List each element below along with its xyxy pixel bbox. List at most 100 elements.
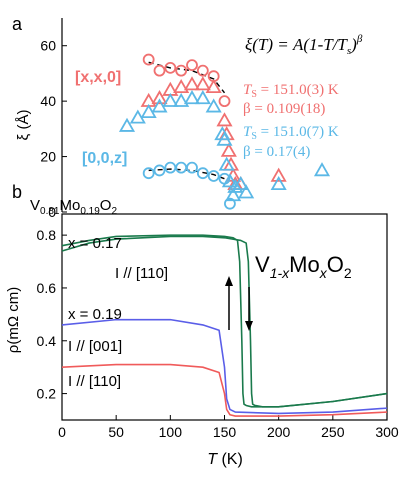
data-point-triangle xyxy=(173,92,190,107)
data-point-triangle xyxy=(173,78,190,94)
data-point-triangle xyxy=(140,103,157,119)
data-point-triangle xyxy=(232,175,249,191)
data-point-circle xyxy=(218,172,231,185)
panel-a-ylabel: ξ (Å) xyxy=(15,110,32,141)
data-point-triangle xyxy=(313,162,331,177)
formula: ξ(T) = A(1-T/Ts)β xyxy=(245,33,363,57)
ts-00z: TS = 151.0(7) K xyxy=(243,124,339,142)
data-point-circle xyxy=(186,59,198,72)
data-point-triangle xyxy=(216,112,233,127)
data-point-triangle xyxy=(238,184,255,199)
material-mo: Mo xyxy=(289,252,320,277)
ann-x017: x = 0.17 xyxy=(68,235,122,252)
ts-00z-t: T xyxy=(243,124,253,140)
material-o-sub: 2 xyxy=(344,265,352,281)
panel-a-marks xyxy=(118,53,331,210)
data-point-circle xyxy=(175,161,188,174)
panel-b-y-ticks: 0.2 0.4 0.6 0.8 xyxy=(37,227,67,402)
panel-b-xlabel-t: T xyxy=(207,451,218,468)
data-point-triangle xyxy=(162,92,179,107)
sample-label-mo-sub: 0.19 xyxy=(80,206,100,217)
data-point-circle xyxy=(164,161,177,174)
panel-a-label: a xyxy=(12,14,23,34)
panel-b-x-ticks: 0 50 100 150 200 250 300 xyxy=(58,415,399,440)
formula-tail: ) xyxy=(350,35,357,54)
beta-xx0: β = 0.109(18) xyxy=(243,101,325,117)
data-point-circle xyxy=(196,64,209,77)
data-point-triangle xyxy=(205,78,222,94)
formula-main: ξ(T) = A(1-T/T xyxy=(245,35,348,54)
data-point-circle xyxy=(218,95,231,108)
sample-label-o: O xyxy=(100,197,112,214)
warming-arrow-up xyxy=(225,276,233,330)
ts-xx0-sub: S xyxy=(251,89,257,100)
ann-i001: I // [001] xyxy=(68,338,122,355)
data-point-circle xyxy=(224,197,236,210)
data-point-triangle xyxy=(227,178,244,193)
panel-a-y-tick-label: 60 xyxy=(40,38,56,54)
panel-b-lines xyxy=(61,234,388,417)
fit-line xyxy=(148,61,226,94)
resistivity-curve xyxy=(61,318,388,415)
ts-xx0-tail: = 151.0(3) K xyxy=(257,82,339,98)
data-point-circle xyxy=(142,167,155,180)
panel-a-y-tick-label: 20 xyxy=(40,149,56,165)
resistivity-curve xyxy=(61,235,388,408)
panel-b-x-tick-label: 250 xyxy=(321,424,345,440)
panel-b-xlabel: T (K) xyxy=(207,451,243,468)
data-point-triangle xyxy=(221,173,238,188)
panel-a-y-tick-label: 0 xyxy=(48,204,56,220)
data-point-circle xyxy=(186,161,198,174)
data-point-circle xyxy=(207,70,220,83)
ts-xx0-t: T xyxy=(243,82,253,98)
panel-b-y-tick-label: 0.4 xyxy=(37,333,57,349)
panel-a: a ξ (Å) 0 20 40 60 ξ(T) = A(1-T/Ts)β [x,x,0… xyxy=(12,14,363,220)
data-point-triangle xyxy=(183,90,201,105)
material-o: O xyxy=(327,252,344,277)
ts-00z-sub: S xyxy=(251,131,257,142)
panel-b-y-tick-label: 0.2 xyxy=(37,386,57,402)
label-00z: [0,0,z] xyxy=(82,150,127,167)
panel-b-x-tick-label: 300 xyxy=(375,424,399,440)
panel-b-label: b xyxy=(12,182,22,202)
ts-xx0: TS = 151.0(3) K xyxy=(243,82,339,100)
data-point-triangle xyxy=(205,98,222,113)
sample-label-v-sub: 0.81 xyxy=(40,206,60,217)
data-point-triangle xyxy=(151,98,168,113)
data-point-triangle xyxy=(270,167,287,182)
formula-sup: β xyxy=(356,33,363,45)
data-point-triangle xyxy=(151,90,168,105)
panel-b-xlabel-unit: (K) xyxy=(217,451,243,468)
ann-i110-bot: I // [110] xyxy=(68,373,121,390)
panel-b-x-tick-label: 200 xyxy=(267,424,291,440)
data-point-circle xyxy=(153,64,166,77)
sample-label-v: V xyxy=(30,197,40,214)
sample-label-o-sub: 2 xyxy=(111,206,117,217)
panel-b-y-tick-label: 0.8 xyxy=(37,227,57,243)
sample-label: V0.81Mo0.19O2 xyxy=(30,197,117,217)
ann-x019: x = 0.19 xyxy=(68,306,122,323)
data-point-triangle xyxy=(216,131,233,146)
data-point-triangle xyxy=(183,76,201,91)
data-point-triangle xyxy=(118,117,136,132)
panel-a-y-tick-label: 40 xyxy=(40,93,56,109)
formula-sub: s xyxy=(347,45,351,57)
material-label: V1-xMoxO2 xyxy=(255,252,352,281)
data-point-circle xyxy=(142,53,155,66)
data-point-circle xyxy=(196,167,209,180)
panel-b-x-tick-label: 100 xyxy=(159,424,183,440)
panel-b-ylabel: ρ(mΩ cm) xyxy=(5,287,22,353)
sample-label-mo: Mo xyxy=(59,197,80,214)
panel-b-x-tick-label: 150 xyxy=(213,424,237,440)
cooling-arrow-down xyxy=(245,287,253,331)
resistivity-curve xyxy=(61,363,388,417)
data-point-circle xyxy=(153,164,166,177)
panel-a-fits xyxy=(148,61,226,180)
data-point-circle xyxy=(207,170,220,182)
data-point-circle xyxy=(175,64,188,77)
panel-b-y-tick-label: 0.6 xyxy=(37,280,57,296)
data-point-triangle xyxy=(218,156,235,171)
panel-b-x-tick-label: 50 xyxy=(108,424,124,440)
